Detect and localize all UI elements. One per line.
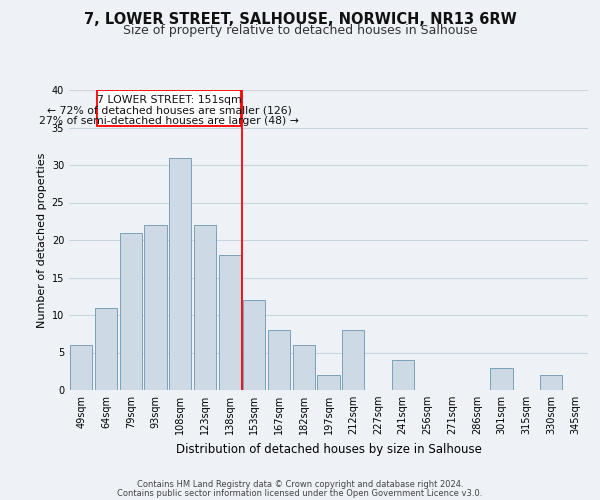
Text: 27% of semi-detached houses are larger (48) →: 27% of semi-detached houses are larger (… bbox=[39, 116, 299, 126]
Bar bbox=[70, 345, 92, 390]
Text: ← 72% of detached houses are smaller (126): ← 72% of detached houses are smaller (12… bbox=[47, 106, 292, 116]
Bar bbox=[145, 225, 167, 390]
Bar bbox=[317, 375, 340, 390]
Bar bbox=[490, 368, 512, 390]
Text: 7 LOWER STREET: 151sqm: 7 LOWER STREET: 151sqm bbox=[97, 95, 241, 106]
Bar bbox=[243, 300, 265, 390]
Bar bbox=[342, 330, 364, 390]
Text: Contains HM Land Registry data © Crown copyright and database right 2024.: Contains HM Land Registry data © Crown c… bbox=[137, 480, 463, 489]
Bar bbox=[95, 308, 117, 390]
Bar bbox=[392, 360, 414, 390]
Text: Size of property relative to detached houses in Salhouse: Size of property relative to detached ho… bbox=[123, 24, 477, 37]
Y-axis label: Number of detached properties: Number of detached properties bbox=[37, 152, 47, 328]
Bar bbox=[97, 90, 241, 126]
X-axis label: Distribution of detached houses by size in Salhouse: Distribution of detached houses by size … bbox=[176, 442, 481, 456]
Bar bbox=[218, 255, 241, 390]
Bar bbox=[194, 225, 216, 390]
Bar bbox=[119, 232, 142, 390]
Bar bbox=[540, 375, 562, 390]
Text: Contains public sector information licensed under the Open Government Licence v3: Contains public sector information licen… bbox=[118, 488, 482, 498]
Bar bbox=[268, 330, 290, 390]
Text: 7, LOWER STREET, SALHOUSE, NORWICH, NR13 6RW: 7, LOWER STREET, SALHOUSE, NORWICH, NR13… bbox=[83, 12, 517, 28]
Bar bbox=[169, 158, 191, 390]
Bar bbox=[293, 345, 315, 390]
